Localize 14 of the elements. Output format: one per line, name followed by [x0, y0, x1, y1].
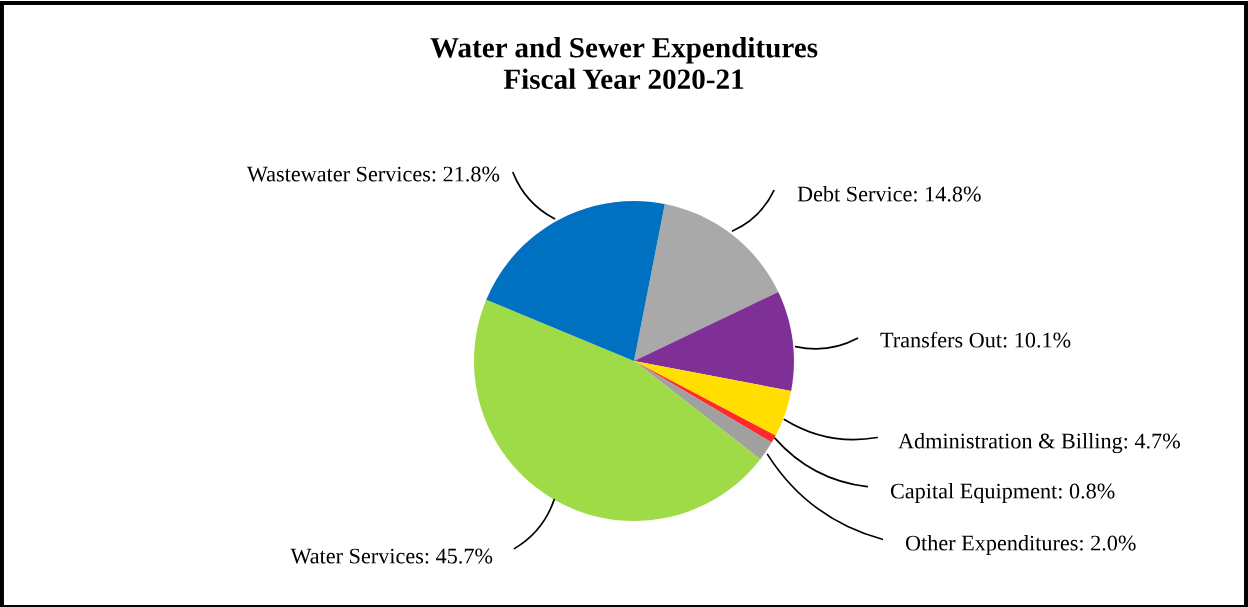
slice-label: Administration & Billing: 4.7% [898, 432, 1180, 454]
slice-label: Capital Equipment: 0.8% [890, 482, 1115, 504]
slice-label: Wastewater Services: 21.8% [246, 166, 500, 182]
slice-label: Water Services: 45.7% [290, 548, 493, 564]
slice-label: Debt Service: 14.8% [797, 185, 981, 202]
pie-slice [634, 361, 792, 436]
pie-slice [486, 201, 665, 361]
pie-slice [634, 291, 794, 392]
pie-slice [634, 203, 779, 361]
slice-label: Transfers Out: 10.1% [880, 331, 1071, 348]
chart-title: Water and Sewer Expenditures Fiscal Year 2020-21 [430, 37, 818, 90]
pie-slice [634, 361, 772, 460]
pie-slice [474, 299, 761, 521]
slice-label: Other Expenditures: 2.0% [905, 534, 1136, 556]
